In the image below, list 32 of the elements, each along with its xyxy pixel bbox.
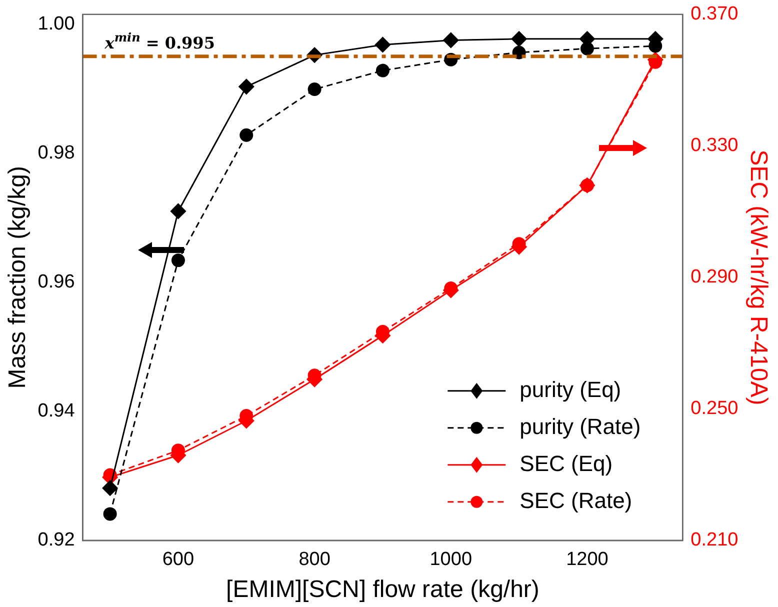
point (170, 203, 186, 219)
point (443, 32, 459, 48)
x-tick-label: 1200 (566, 549, 608, 570)
y2-tick-label: 0.290 (690, 266, 738, 288)
x-axis-title: [EMIM][SCN] flow rate (kg/hr) (226, 576, 540, 604)
y-tick-label: 0.98 (38, 142, 75, 164)
x-tick-label: 800 (298, 549, 330, 570)
point (240, 128, 254, 142)
x-tick-label: 1000 (430, 549, 472, 570)
y2-axis-title: SEC (kW-hr/kg R-410A) (744, 150, 772, 406)
legend-label: purity (Eq) (520, 376, 622, 402)
legend-label: SEC (Rate) (520, 488, 632, 513)
y2-tick-label: 0.370 (690, 4, 738, 25)
y2-tick-label: 0.330 (690, 135, 738, 156)
y-tick-label: 0.96 (38, 271, 75, 292)
y2-tick-label: 0.210 (690, 530, 738, 551)
legend-label: purity (Rate) (520, 414, 641, 439)
point (171, 254, 185, 268)
y-tick-label: 0.94 (38, 400, 76, 422)
point (102, 480, 118, 496)
point (376, 64, 390, 78)
point (374, 36, 390, 52)
y2-tick-label: 0.250 (690, 398, 738, 420)
point (308, 82, 322, 96)
point (238, 78, 254, 94)
y-tick-label: 1.00 (38, 13, 75, 34)
legend-label: SEC (Eq) (520, 450, 613, 476)
point (103, 507, 117, 521)
y-axis-title: Mass fraction (kg/kg) (4, 166, 32, 389)
y-tick-label: 0.92 (38, 530, 75, 551)
point (511, 31, 527, 47)
x-tick-label: 600 (162, 549, 194, 570)
